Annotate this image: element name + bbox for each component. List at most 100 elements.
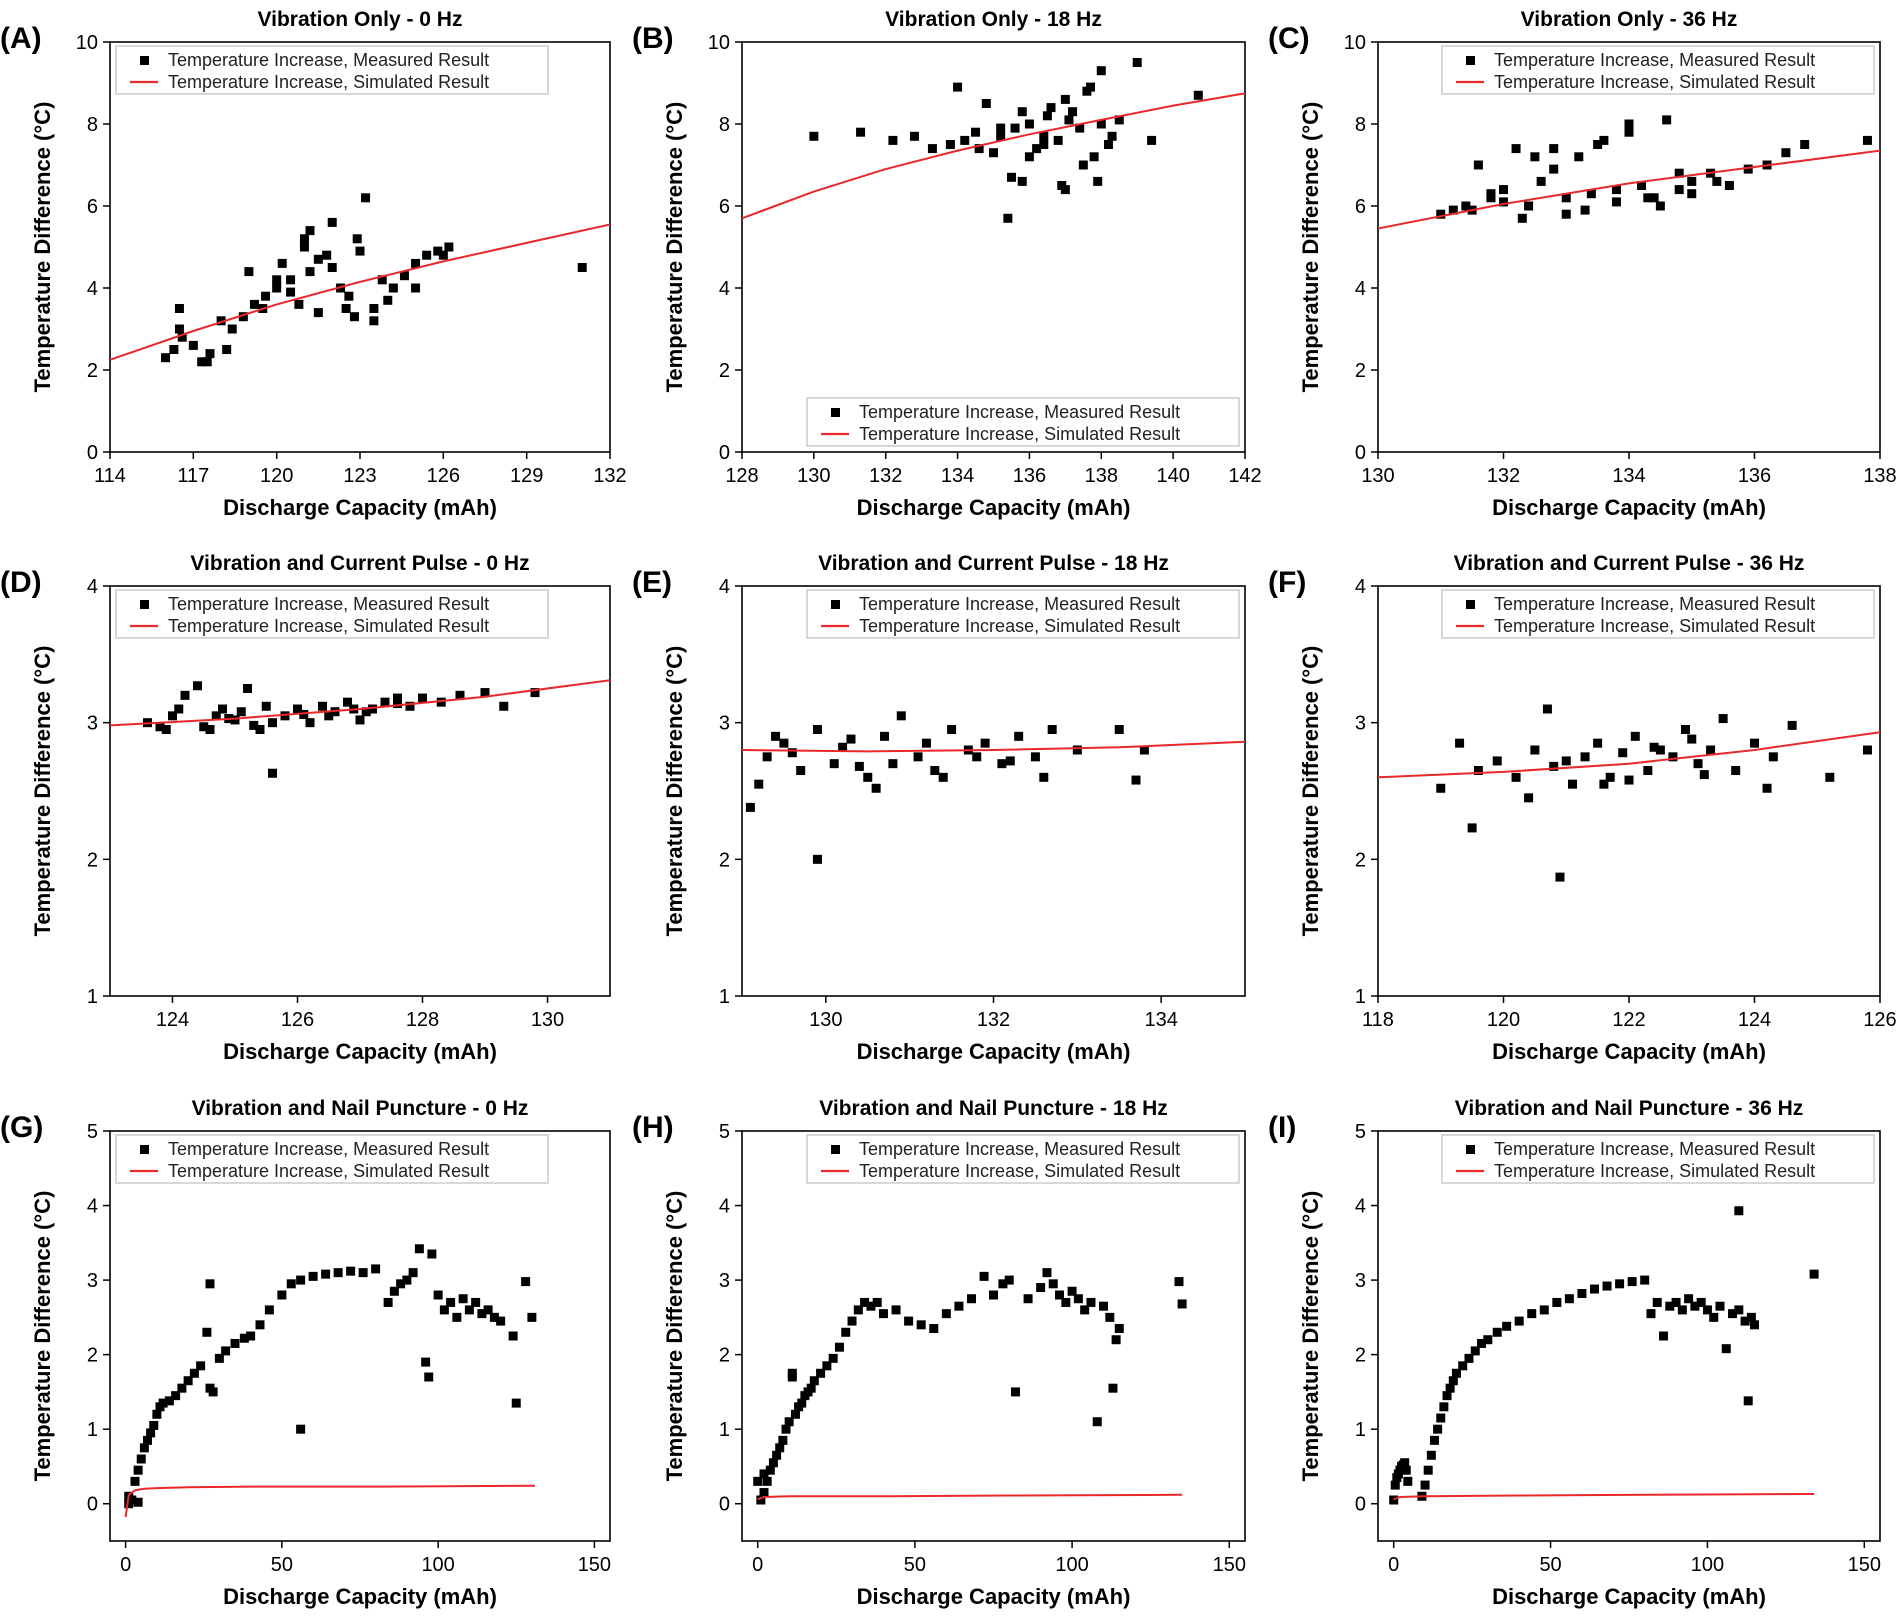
measured-point — [1429, 1435, 1439, 1445]
measured-point — [1423, 1465, 1433, 1475]
measured-point — [286, 287, 296, 297]
plot-area — [110, 193, 610, 367]
measured-point — [1486, 193, 1496, 203]
measured-point — [1549, 164, 1559, 174]
measured-point — [809, 1376, 819, 1386]
measured-point — [1492, 756, 1502, 766]
legend-simulated-label: Temperature Increase, Simulated Result — [859, 616, 1180, 636]
chart-panel-a: (A) Vibration Only - 0 Hz 114 117 120 123 126 1… — [0, 8, 627, 520]
x-tick-label: 100 — [421, 1554, 454, 1576]
measured-point — [305, 226, 315, 236]
legend-simulated-label: Temperature Increase, Simulated Result — [168, 72, 489, 92]
chart-title: Vibration and Nail Puncture - 36 Hz — [1455, 1097, 1804, 1120]
measured-point — [1561, 209, 1571, 219]
measured-point — [1577, 1289, 1587, 1299]
measured-point — [1461, 201, 1471, 211]
chart-panel-b: (B) Vibration Only - 18 Hz 128 130 132 134 136… — [632, 8, 1262, 520]
measured-point — [272, 283, 282, 293]
legend-measured-label: Temperature Increase, Measured Result — [859, 1139, 1180, 1159]
y-tick-label: 1 — [719, 1419, 730, 1441]
measured-point — [768, 1458, 778, 1468]
measured-point — [399, 271, 409, 281]
measured-point — [358, 1268, 368, 1278]
x-tick-label: 136 — [1013, 465, 1046, 487]
measured-point — [255, 725, 265, 734]
measured-point — [1637, 181, 1647, 190]
legend-measured-marker — [1466, 56, 1475, 65]
measured-point — [904, 1316, 914, 1326]
measured-point — [1502, 1321, 1512, 1331]
measured-point — [779, 738, 789, 748]
measured-point — [244, 267, 254, 277]
measured-point — [913, 752, 923, 762]
x-tick-label: 124 — [156, 1009, 189, 1031]
measured-point — [299, 234, 309, 244]
measured-point — [1809, 1269, 1819, 1279]
measured-point — [427, 1249, 437, 1259]
measured-point — [205, 1383, 215, 1393]
measured-point — [1715, 1301, 1725, 1311]
chart-title: Vibration Only - 0 Hz — [258, 8, 463, 31]
measured-point — [1483, 1335, 1493, 1345]
y-tick-label: 10 — [76, 32, 98, 54]
measured-point — [1023, 1294, 1033, 1304]
measured-point — [174, 704, 184, 714]
measured-point — [1420, 1480, 1430, 1490]
y-tick-label: 1 — [719, 986, 730, 1008]
measured-point — [139, 1443, 149, 1453]
panel-label: (D) — [0, 566, 42, 599]
measured-point — [1099, 1301, 1109, 1311]
chart-title: Vibration and Current Pulse - 36 Hz — [1454, 552, 1805, 575]
measured-point — [853, 1305, 863, 1315]
measured-point — [396, 1279, 406, 1289]
y-tick-label: 8 — [87, 114, 98, 136]
measured-point — [405, 701, 415, 711]
measured-point — [1781, 148, 1791, 158]
measured-point — [1655, 745, 1665, 755]
measured-point — [174, 324, 184, 334]
measured-point — [196, 1361, 206, 1371]
measured-point — [1174, 1277, 1184, 1287]
measured-point — [834, 1342, 844, 1352]
measured-point — [1740, 1316, 1750, 1326]
y-tick-label: 2 — [719, 849, 730, 871]
y-tick-label: 2 — [87, 1345, 98, 1367]
measured-point — [1787, 720, 1797, 730]
measured-point — [1677, 1305, 1687, 1315]
x-axis-label: Discharge Capacity (mAh) — [223, 495, 497, 520]
measured-point — [371, 1264, 381, 1274]
measured-point — [1436, 1413, 1446, 1423]
plot-frame — [109, 1130, 611, 1542]
x-tick-label: 126 — [281, 1009, 314, 1031]
measured-point — [1132, 58, 1142, 67]
chart-title: Vibration and Current Pulse - 18 Hz — [818, 552, 1169, 575]
x-tick-label: 134 — [941, 465, 974, 487]
measured-point — [1640, 1275, 1650, 1285]
measured-point — [1147, 135, 1157, 145]
measured-point — [305, 718, 315, 728]
measured-point — [1593, 738, 1603, 748]
measured-point — [930, 766, 940, 775]
x-tick-label: 130 — [797, 465, 830, 487]
measured-point — [189, 1368, 199, 1378]
measured-point — [771, 731, 781, 741]
measured-point — [812, 854, 822, 864]
x-tick-label: 138 — [1863, 465, 1896, 487]
measured-point — [433, 246, 443, 256]
measured-point — [954, 1301, 964, 1311]
measured-point — [1039, 140, 1049, 149]
measured-point — [762, 752, 772, 762]
measured-point — [1105, 1312, 1115, 1322]
measured-point — [1627, 1277, 1637, 1287]
measured-point — [239, 1333, 249, 1343]
measured-point — [393, 693, 402, 703]
legend-measured-label: Temperature Increase, Measured Result — [859, 402, 1180, 422]
measured-point — [891, 1305, 901, 1315]
measured-point — [1039, 772, 1049, 782]
x-tick-label: 120 — [260, 465, 293, 487]
measured-point — [1096, 66, 1106, 76]
measured-point — [989, 148, 998, 158]
measured-point — [759, 1469, 769, 1479]
legend: Temperature Increase, Measured ResultTem… — [115, 589, 549, 639]
measured-point — [888, 759, 898, 769]
